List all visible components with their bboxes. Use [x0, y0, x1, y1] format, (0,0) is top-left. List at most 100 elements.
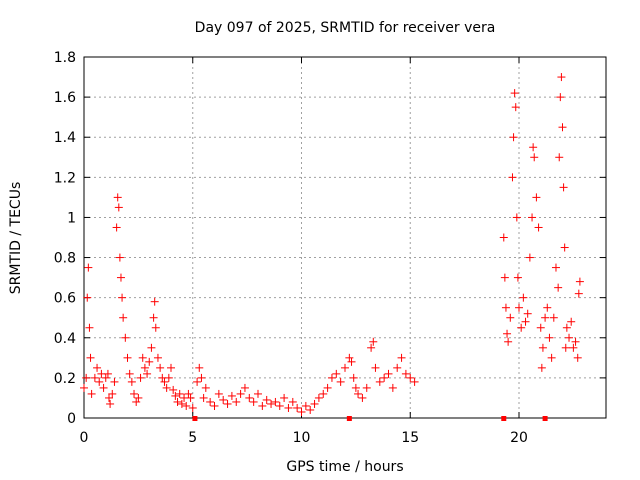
data-point: [523, 309, 532, 318]
data-point: [106, 399, 115, 408]
data-point: [347, 357, 356, 366]
data-point: [521, 317, 530, 326]
data-point: [371, 363, 380, 372]
data-point: [245, 393, 254, 402]
data-point: [118, 293, 127, 302]
axes: [83, 56, 607, 419]
data-point: [558, 123, 567, 132]
data-point: [345, 353, 354, 362]
data-point: [559, 183, 568, 192]
data-point: [199, 393, 208, 402]
x-axis-mark: [542, 416, 548, 421]
data-point: [561, 343, 570, 352]
data-point: [151, 323, 160, 332]
y-tick-label: 1.2: [54, 170, 76, 186]
data-point: [82, 373, 91, 382]
data-point: [351, 383, 360, 392]
data-point: [545, 333, 554, 342]
data-point: [132, 397, 141, 406]
data-point: [538, 343, 547, 352]
data-point: [547, 353, 556, 362]
data-point: [280, 393, 289, 402]
data-point: [336, 377, 345, 386]
chart-title: Day 097 of 2025, SRMTID for receiver ver…: [195, 20, 496, 36]
data-point: [175, 389, 184, 398]
y-axis-label: SRMTID / TECUs: [8, 182, 24, 295]
data-point: [525, 253, 534, 262]
y-tick-label: 1.8: [54, 50, 76, 66]
data-point: [354, 389, 363, 398]
data-point: [554, 283, 563, 292]
data-point: [90, 373, 99, 382]
data-point: [549, 313, 558, 322]
x-axis-mark: [346, 416, 352, 421]
y-tick-label: 0.4: [54, 331, 76, 347]
data-point: [160, 377, 169, 386]
data-point: [80, 383, 88, 392]
data-point: [327, 373, 336, 382]
data-point: [529, 143, 538, 152]
data-point: [565, 333, 574, 342]
plot-border: [83, 56, 607, 419]
data-point: [504, 337, 513, 346]
data-point: [197, 373, 206, 382]
data-point: [167, 363, 175, 372]
data-point: [150, 297, 159, 306]
data-point: [147, 343, 156, 352]
data-point: [134, 393, 143, 402]
data-point: [574, 289, 583, 298]
data-point: [528, 213, 537, 222]
data-point: [293, 403, 302, 412]
data-point: [573, 353, 582, 362]
data-point: [503, 329, 512, 338]
data-point: [275, 401, 284, 410]
data-point: [511, 103, 520, 112]
data-point: [116, 273, 125, 282]
data-point: [267, 399, 276, 408]
data-point: [571, 337, 580, 346]
data-point: [297, 407, 306, 416]
data-point: [515, 303, 523, 312]
data-point: [306, 405, 315, 414]
data-point: [210, 401, 219, 410]
data-point: [177, 399, 186, 408]
data-point: [119, 313, 128, 322]
data-point: [110, 377, 119, 386]
data-point: [113, 193, 122, 202]
data-points: [80, 73, 584, 416]
data-point: [310, 399, 319, 408]
data-point: [543, 303, 552, 312]
data-point: [125, 369, 134, 378]
x-axis-label: GPS time / hours: [286, 459, 403, 475]
data-point: [397, 353, 406, 362]
data-point: [130, 389, 139, 398]
x-tick-label: 10: [293, 430, 311, 446]
data-point: [510, 89, 519, 98]
data-point: [555, 153, 564, 162]
data-point: [500, 273, 509, 282]
x-axis-mark: [192, 416, 198, 421]
data-point: [115, 253, 124, 262]
data-point: [171, 391, 180, 400]
data-point: [206, 397, 215, 406]
data-point: [254, 389, 262, 398]
data-point: [193, 377, 202, 386]
data-point: [517, 323, 526, 332]
data-point: [406, 373, 415, 382]
y-tick-label: 0.2: [54, 371, 76, 387]
data-point: [323, 383, 332, 392]
data-point: [506, 313, 515, 322]
x-tick-label: 20: [510, 430, 528, 446]
data-point: [112, 223, 121, 232]
data-point: [551, 263, 560, 272]
data-point: [369, 337, 378, 346]
data-point: [556, 93, 565, 102]
data-point: [173, 397, 182, 406]
data-point: [136, 373, 145, 382]
data-point: [188, 403, 197, 412]
data-point: [140, 363, 149, 372]
data-point: [114, 203, 123, 212]
y-tick-label: 0.8: [54, 251, 76, 267]
data-point: [388, 383, 397, 392]
